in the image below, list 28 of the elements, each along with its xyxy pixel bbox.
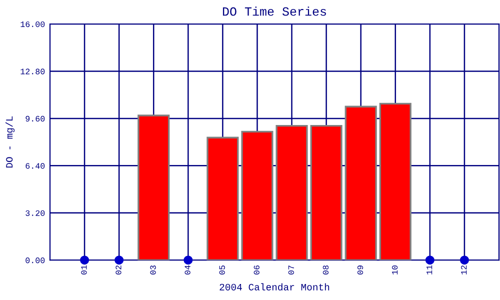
bar <box>379 102 412 260</box>
y-tick-label: 0.00 <box>26 258 45 264</box>
x-tick-label: 10 <box>392 265 398 274</box>
y-tick-label: 3.20 <box>26 210 45 216</box>
x-tick-label: 09 <box>357 266 364 274</box>
bar <box>276 124 308 260</box>
x-tick-label: 05 <box>219 265 225 274</box>
y-tick-label: 6.40 <box>26 163 45 169</box>
x-tick-label: 12 <box>461 266 467 274</box>
y-tick-label: 12.80 <box>20 68 45 74</box>
x-tick-label: 02 <box>116 266 122 274</box>
bar <box>310 124 342 260</box>
y-axis-title: DO - mg/L <box>6 116 15 168</box>
x-tick-label: 03 <box>150 265 156 274</box>
x-tick-label: 11 <box>426 265 432 274</box>
bar <box>138 114 170 260</box>
bar <box>344 106 377 260</box>
chart-title: DO Time Series <box>222 6 326 16</box>
x-tick-label: 08 <box>322 266 329 274</box>
bar <box>206 136 239 260</box>
x-axis-title: 2004 Calendar Month <box>220 283 330 290</box>
bar <box>241 130 274 260</box>
x-tick-label: 01 <box>81 265 87 274</box>
x-tick-label: 04 <box>184 265 190 274</box>
x-tick-label: 06 <box>254 266 260 274</box>
y-tick-label: 16.00 <box>20 21 45 28</box>
y-tick-label: 9.60 <box>26 116 45 122</box>
x-tick-label: 07 <box>288 266 294 274</box>
